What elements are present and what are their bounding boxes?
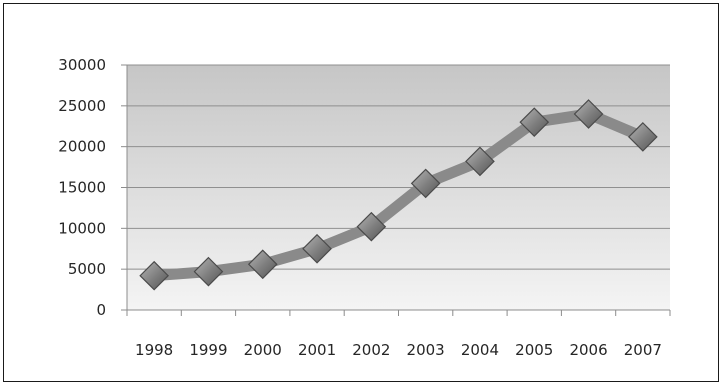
x-tick-label: 2003 xyxy=(407,341,445,359)
x-tick-label: 2006 xyxy=(569,341,607,359)
data-point-marker xyxy=(247,249,278,280)
series-layer xyxy=(139,99,658,291)
y-tick-label: 30000 xyxy=(58,56,106,74)
x-tick-label: 2000 xyxy=(244,341,282,359)
gridlines xyxy=(127,64,670,270)
data-point-marker xyxy=(410,168,441,199)
data-point-marker xyxy=(139,260,169,291)
y-tick-label: 10000 xyxy=(58,219,106,237)
data-point-marker xyxy=(628,122,658,152)
x-tick-label: 2007 xyxy=(624,341,662,359)
y-tick-labels: 0 5000 10000 15000 20000 25000 30000 xyxy=(58,56,106,319)
x-tick-label: 2004 xyxy=(461,341,499,359)
data-point-marker xyxy=(465,146,495,177)
y-tick-label: 20000 xyxy=(58,138,106,156)
series-line xyxy=(148,108,649,282)
x-tick-labels: 1998 1999 2000 2001 2002 2003 2004 2005 2006 2007 xyxy=(135,341,662,359)
data-point-marker xyxy=(302,233,332,264)
y-tick-label: 15000 xyxy=(58,179,106,197)
data-point-marker xyxy=(573,99,604,129)
data-point-marker xyxy=(519,107,550,138)
axes xyxy=(121,64,671,316)
y-tick-label: 5000 xyxy=(68,260,106,278)
x-tick-label: 1999 xyxy=(189,341,227,359)
y-tick-label: 25000 xyxy=(58,97,106,115)
x-tick-label: 2002 xyxy=(352,341,390,359)
data-point-marker xyxy=(356,211,387,242)
x-tick-label: 1998 xyxy=(135,341,173,359)
x-tick-label: 2001 xyxy=(298,341,336,359)
y-tick-label: 0 xyxy=(96,301,106,319)
x-tick-label: 2005 xyxy=(515,341,553,359)
data-point-marker xyxy=(193,256,224,287)
